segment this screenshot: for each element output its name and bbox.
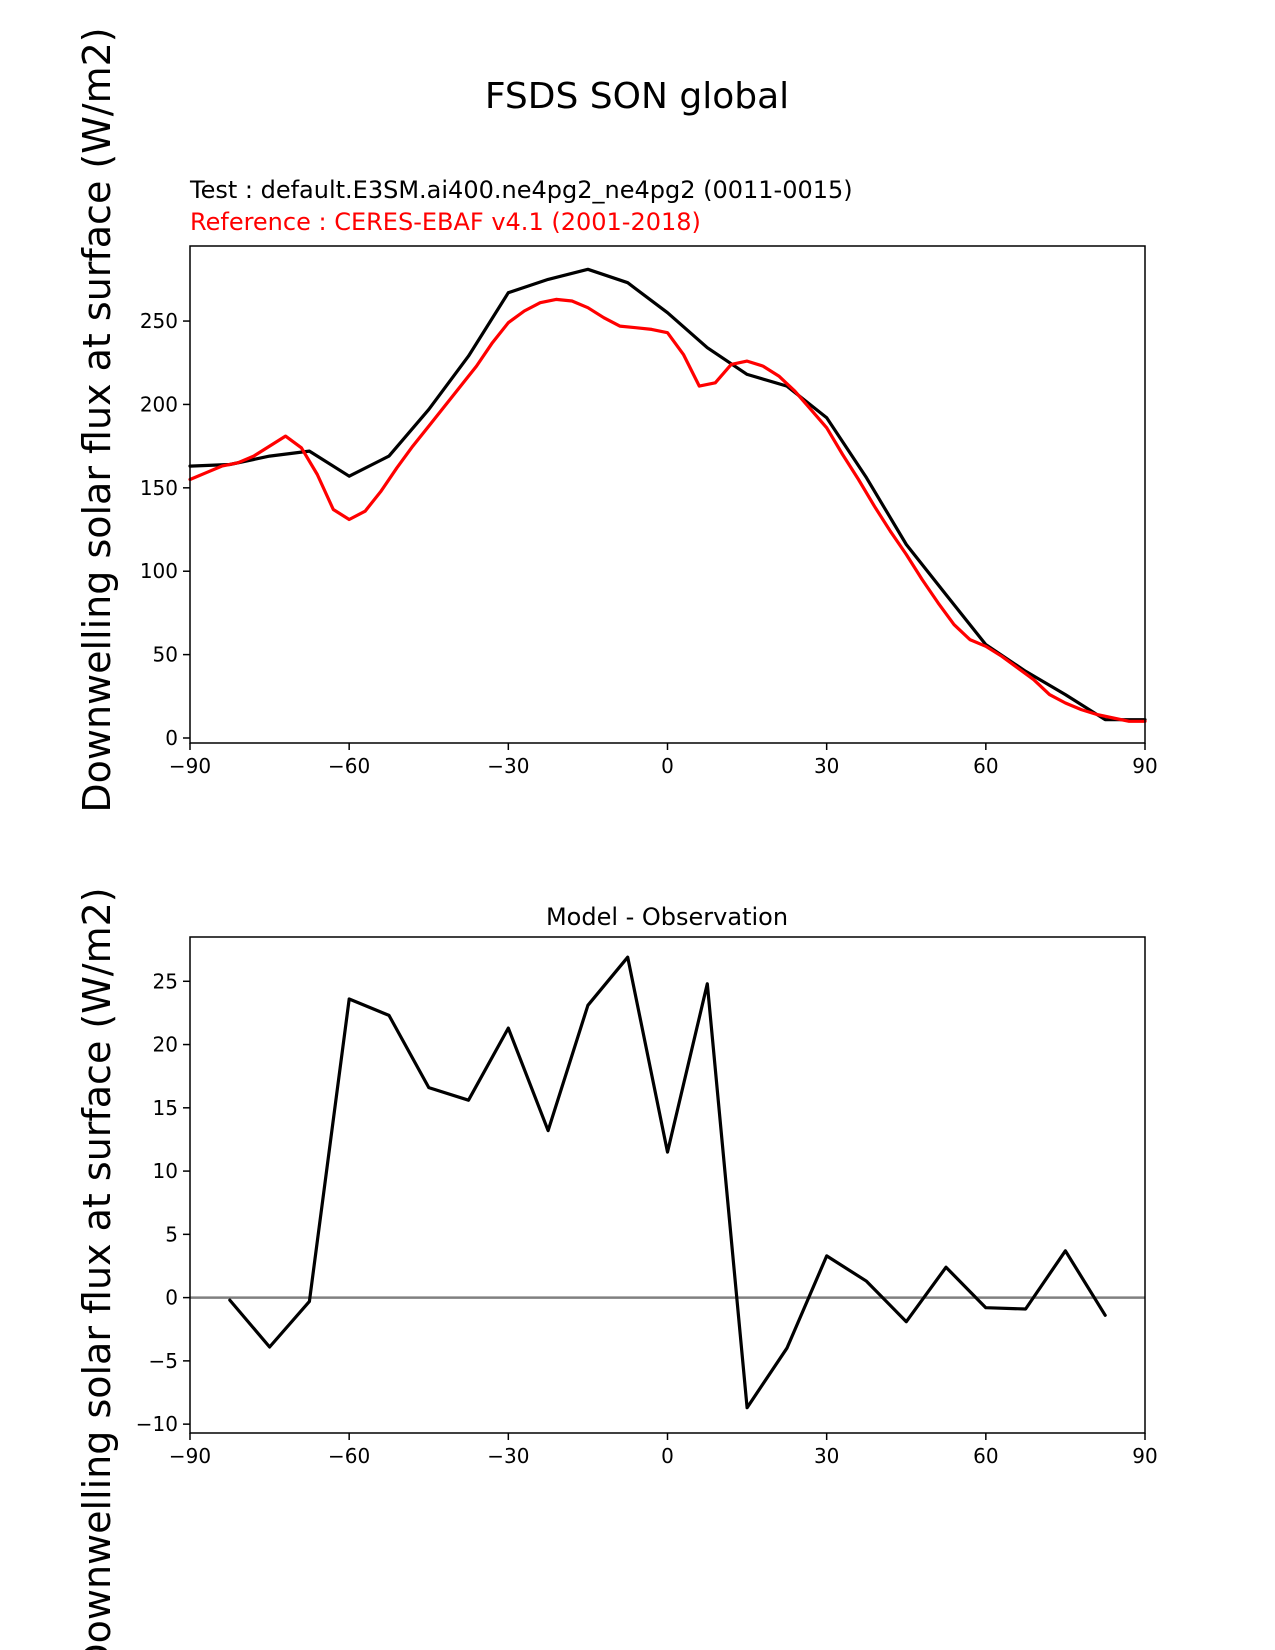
top-x-tick-label: 30 bbox=[814, 754, 839, 778]
top-series-line-1 bbox=[188, 297, 1147, 723]
bottom-y-tick-label: −5 bbox=[149, 1349, 178, 1373]
bottom-series-line-0 bbox=[228, 955, 1107, 1410]
bottom-x-tick-label: 30 bbox=[814, 1444, 839, 1468]
top-x-tick-label: 60 bbox=[973, 754, 998, 778]
test-label: Test : default.E3SM.ai400.ne4pg2_ne4pg2 … bbox=[189, 176, 853, 204]
top-x-tick-label: −90 bbox=[169, 754, 211, 778]
reference-label: Reference : CERES-EBAF v4.1 (2001-2018) bbox=[190, 208, 701, 236]
top-y-tick-label: 200 bbox=[140, 392, 178, 416]
top-x-tick-label: −30 bbox=[487, 754, 529, 778]
bottom-y-tick-label: 10 bbox=[153, 1159, 178, 1183]
bottom-x-tick-label: −30 bbox=[487, 1444, 529, 1468]
bottom-x-tick-label: 0 bbox=[661, 1444, 674, 1468]
bottom-x-tick-label: −90 bbox=[169, 1444, 211, 1468]
bottom-panel: Model - Observation Downwelling solar fl… bbox=[75, 887, 1158, 1650]
top-y-axis-label: Downwelling solar flux at surface (W/m2) bbox=[75, 27, 119, 812]
top-y-tick-label: 50 bbox=[153, 643, 178, 667]
bottom-y-tick-label: 25 bbox=[153, 969, 178, 993]
top-y-tick-label: 0 bbox=[165, 726, 178, 750]
bottom-x-tick-label: 90 bbox=[1132, 1444, 1157, 1468]
top-x-tick-label: 0 bbox=[661, 754, 674, 778]
top-panel: Test : default.E3SM.ai400.ne4pg2_ne4pg2 … bbox=[75, 27, 1158, 812]
bottom-y-tick-label: −10 bbox=[136, 1412, 178, 1436]
bottom-x-tick-label: −60 bbox=[328, 1444, 370, 1468]
bottom-y-tick-label: 20 bbox=[153, 1033, 178, 1057]
bottom-y-tick-label: 0 bbox=[165, 1286, 178, 1310]
bottom-y-tick-label: 15 bbox=[153, 1096, 178, 1120]
bottom-panel-title: Model - Observation bbox=[546, 903, 788, 931]
top-x-tick-label: −60 bbox=[328, 754, 370, 778]
top-y-tick-label: 100 bbox=[140, 559, 178, 583]
top-y-tick-label: 250 bbox=[140, 309, 178, 333]
top-x-tick-label: 90 bbox=[1132, 754, 1157, 778]
bottom-y-tick-label: 5 bbox=[165, 1222, 178, 1246]
top-y-tick-label: 150 bbox=[140, 476, 178, 500]
bottom-x-tick-label: 60 bbox=[973, 1444, 998, 1468]
bottom-y-axis-label: Downwelling solar flux at surface (W/m2) bbox=[75, 887, 119, 1650]
figure-title: FSDS SON global bbox=[485, 76, 789, 117]
